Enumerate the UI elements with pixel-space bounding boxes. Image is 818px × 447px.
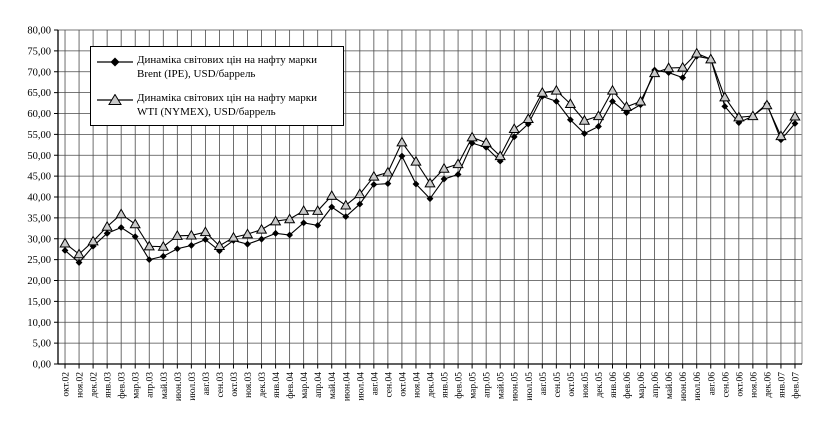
- svg-text:июл.03: июл.03: [188, 372, 198, 401]
- svg-text:окт.02: окт.02: [62, 372, 72, 397]
- svg-text:июн.05: июн.05: [511, 372, 521, 401]
- svg-text:сен.03: сен.03: [216, 372, 226, 398]
- svg-text:мар.04: мар.04: [300, 372, 310, 399]
- svg-text:янв.05: янв.05: [441, 372, 451, 398]
- legend-label-brent: Динаміка світових цін на нафту марки Bre…: [137, 53, 317, 82]
- triangle-marker-icon: [97, 93, 133, 105]
- svg-text:сен.05: сен.05: [553, 372, 563, 398]
- legend-entry-brent: Динаміка світових цін на нафту марки Bre…: [97, 53, 337, 82]
- svg-text:20,00: 20,00: [27, 276, 51, 287]
- svg-text:дек.02: дек.02: [90, 372, 100, 398]
- svg-text:10,00: 10,00: [27, 318, 51, 329]
- svg-text:фев.07: фев.07: [790, 372, 801, 399]
- svg-text:ноя.04: ноя.04: [412, 372, 422, 398]
- svg-text:65,00: 65,00: [27, 88, 51, 99]
- svg-text:авг.05: авг.05: [539, 372, 549, 396]
- legend-brent-line2: Brent (IPE), USD/баррель: [137, 68, 256, 81]
- svg-text:янв.07: янв.07: [777, 372, 787, 398]
- svg-text:55,00: 55,00: [27, 130, 51, 141]
- x-axis-labels: окт.02 ноя.02 дек.02 янв.03 фев.03 мар.03 апр.…: [62, 372, 802, 401]
- svg-text:янв.04: янв.04: [272, 372, 282, 398]
- svg-text:ноя.06: ноя.06: [749, 372, 759, 398]
- svg-text:фев.06: фев.06: [622, 372, 633, 399]
- svg-text:май.06: май.06: [664, 372, 675, 399]
- svg-text:15,00: 15,00: [27, 297, 51, 308]
- svg-text:фев.05: фев.05: [454, 372, 465, 399]
- svg-text:75,00: 75,00: [27, 46, 51, 57]
- svg-text:5,00: 5,00: [33, 339, 51, 350]
- svg-text:май.05: май.05: [496, 372, 507, 399]
- legend-wti-line2: WTI (NYMEX), USD/баррель: [137, 105, 276, 118]
- svg-text:мар.03: мар.03: [132, 372, 142, 399]
- legend-label-wti: Динаміка світових цін на нафту марки WTI…: [137, 91, 317, 120]
- svg-text:дек.04: дек.04: [427, 372, 437, 398]
- svg-text:70,00: 70,00: [27, 67, 51, 78]
- svg-text:апр.06: апр.06: [651, 372, 661, 398]
- svg-text:50,00: 50,00: [27, 151, 51, 162]
- svg-text:янв.06: янв.06: [609, 372, 619, 398]
- svg-text:апр.04: апр.04: [314, 372, 324, 398]
- svg-text:июл.05: июл.05: [525, 372, 535, 401]
- svg-text:июн.03: июн.03: [174, 372, 184, 401]
- svg-text:окт.06: окт.06: [735, 372, 745, 397]
- svg-text:апр.05: апр.05: [483, 372, 493, 398]
- y-axis-labels: 0,00 5,00 10,00 15,00 20,00 25,00 30,00 35,00 40…: [27, 26, 51, 371]
- svg-text:дек.05: дек.05: [595, 372, 605, 398]
- svg-text:мар.05: мар.05: [469, 372, 479, 399]
- svg-text:60,00: 60,00: [27, 109, 51, 120]
- svg-text:окт.03: окт.03: [230, 372, 240, 397]
- svg-text:сен.04: сен.04: [384, 372, 394, 398]
- svg-text:дек.03: дек.03: [258, 372, 268, 398]
- legend-entry-wti: Динаміка світових цін на нафту марки WTI…: [97, 91, 337, 120]
- svg-text:окт.04: окт.04: [398, 372, 408, 397]
- svg-text:80,00: 80,00: [27, 26, 51, 37]
- legend-brent-line1: Динаміка світових цін на нафту марки: [137, 54, 318, 66]
- svg-text:июн.06: июн.06: [679, 372, 689, 401]
- svg-text:май.03: май.03: [159, 372, 170, 399]
- svg-text:45,00: 45,00: [27, 172, 51, 183]
- svg-text:мар.06: мар.06: [637, 372, 647, 399]
- wti-series-markers: [59, 47, 801, 259]
- svg-text:авг.03: авг.03: [202, 372, 212, 396]
- svg-text:июл.04: июл.04: [356, 372, 366, 401]
- svg-text:май.04: май.04: [327, 372, 338, 399]
- svg-text:сен.06: сен.06: [721, 372, 731, 398]
- svg-text:ноя.03: ноя.03: [244, 372, 254, 398]
- svg-text:апр.03: апр.03: [146, 372, 156, 398]
- tick-marks: [54, 29, 796, 369]
- svg-text:фев.03: фев.03: [117, 372, 128, 399]
- chart-legend: Динаміка світових цін на нафту марки Bre…: [90, 46, 344, 127]
- svg-text:июн.04: июн.04: [342, 372, 352, 401]
- diamond-marker-icon: [97, 57, 133, 67]
- svg-text:авг.06: авг.06: [707, 372, 717, 396]
- svg-text:окт.05: окт.05: [567, 372, 577, 397]
- svg-text:июл.06: июл.06: [693, 372, 703, 401]
- svg-text:25,00: 25,00: [27, 255, 51, 266]
- svg-text:30,00: 30,00: [27, 234, 51, 245]
- svg-text:дек.06: дек.06: [763, 372, 773, 398]
- svg-text:ноя.02: ноя.02: [76, 372, 86, 398]
- svg-text:ноя.05: ноя.05: [581, 372, 591, 398]
- svg-text:0,00: 0,00: [33, 360, 51, 371]
- svg-text:40,00: 40,00: [27, 193, 51, 204]
- svg-text:фев.04: фев.04: [285, 372, 296, 399]
- legend-wti-line1: Динаміка світових цін на нафту марки: [137, 91, 318, 104]
- svg-text:янв.03: янв.03: [104, 372, 114, 398]
- svg-text:авг.04: авг.04: [370, 372, 380, 396]
- svg-text:35,00: 35,00: [27, 213, 51, 224]
